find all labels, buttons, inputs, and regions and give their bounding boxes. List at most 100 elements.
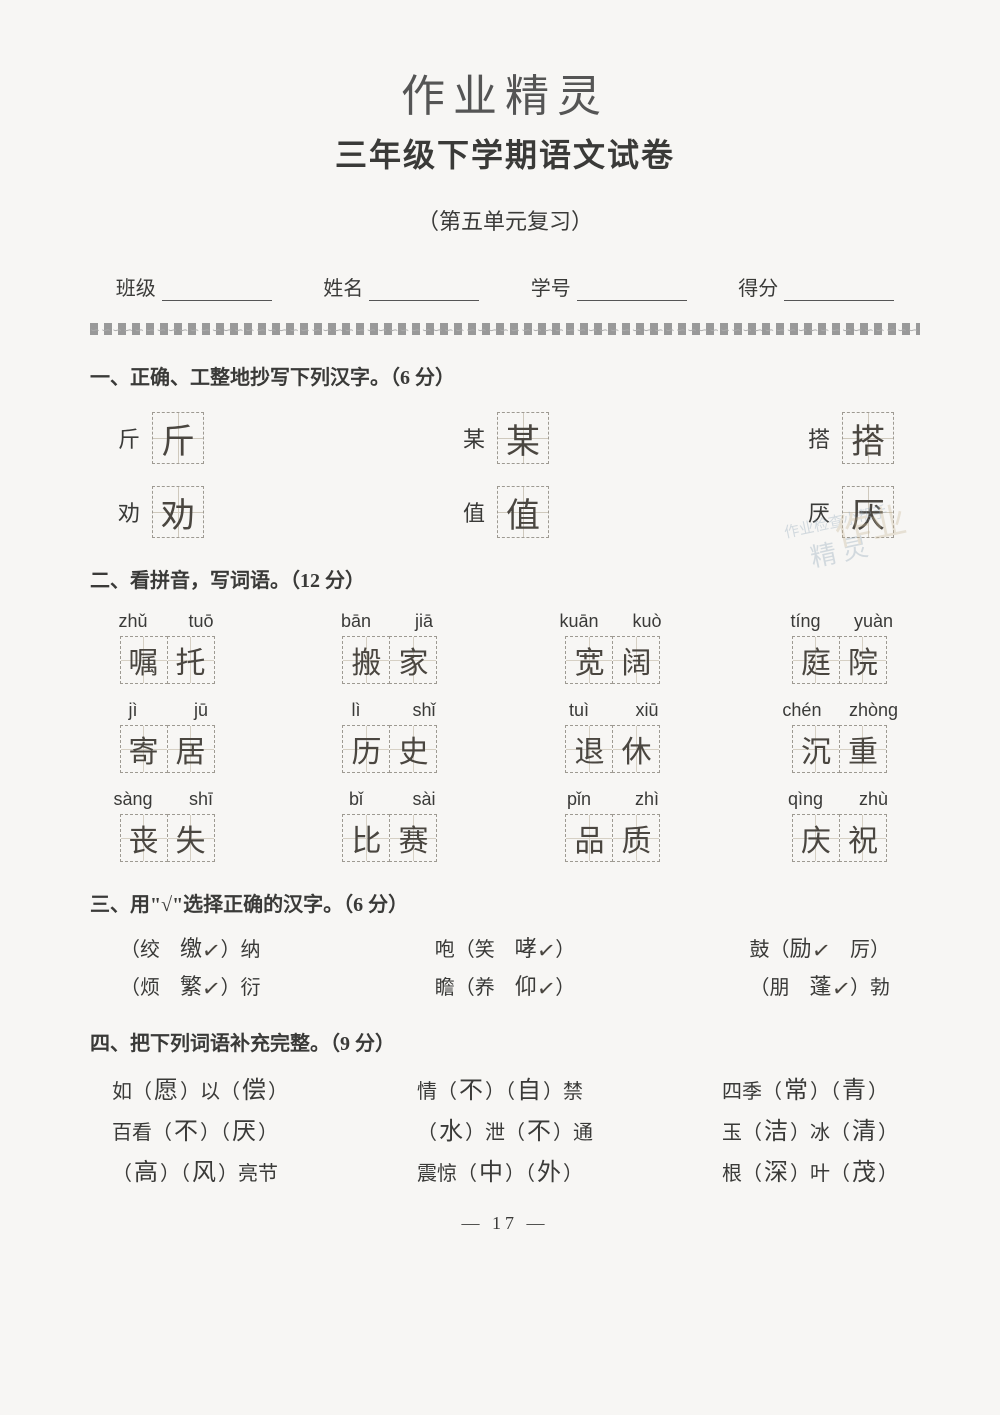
pinyin: pǐn [558, 789, 600, 810]
answer-box: 院 [839, 636, 887, 684]
page-number: — 17 — [90, 1213, 920, 1234]
filled-answer: 水 [437, 1119, 465, 1145]
filled-answer: 常 [782, 1078, 810, 1104]
filled-answer: 风 [190, 1160, 218, 1186]
pinyin: lì [335, 700, 377, 721]
q2-column: bānjiā搬家lìshǐ历史bǐsài比赛 [335, 611, 445, 862]
idiom-text: ）（ [200, 1122, 230, 1144]
q1-column: 某某值值 [461, 412, 549, 538]
handwritten-correct: 哮 [515, 936, 537, 961]
pinyin-row: lì shǐ [335, 700, 445, 721]
idiom-text: ） [878, 1163, 898, 1185]
answer-box: 退 [565, 725, 613, 773]
printed-char: 值 [461, 496, 487, 528]
q4-column: 四季（常）（青 ） 玉（洁）冰（清） 根（深）叶（茂） [722, 1070, 898, 1187]
pinyin: jiā [403, 611, 445, 632]
answer-box: 赛 [389, 814, 437, 862]
filled-answer: 茂 [850, 1160, 878, 1186]
idiom-text: ） [563, 1163, 583, 1185]
filled-answer: 高 [132, 1160, 160, 1186]
pinyin: kuān [558, 611, 600, 632]
handwritten-correct: 缴 [180, 936, 202, 961]
info-id: 学号 [531, 272, 687, 301]
char-pair: 某某 [461, 412, 549, 464]
pinyin-row: tíngyuàn [784, 611, 894, 632]
pinyin-row: pǐnzhì [558, 789, 668, 810]
pinyin: sài [403, 789, 445, 810]
idiom-text: ）叶（ [790, 1163, 850, 1185]
write-box: 斤 [152, 412, 204, 464]
q3-item: （烦 繁✓）衍 [120, 969, 260, 1001]
word-block: bānjiā 搬家 [335, 611, 445, 684]
answer-box: 阔 [612, 636, 660, 684]
char-pair: 斤斤 [116, 412, 204, 464]
pinyin-row: bānjiā [335, 611, 445, 632]
pinyin: qìng [784, 789, 826, 810]
info-row: 班级 姓名 学号 得分 [90, 272, 920, 301]
idiom-text: ） [258, 1122, 278, 1144]
q4-line: 根（深）叶（茂） [722, 1152, 898, 1187]
boxes-row: 搬家 [342, 636, 437, 684]
word-block: tíngyuàn 庭院 [781, 611, 898, 684]
answer-box: 庭 [792, 636, 840, 684]
answer-box: 宽 [565, 636, 613, 684]
pinyin: yuàn [852, 611, 894, 632]
word-block: lìshǐ历史 [335, 700, 445, 773]
idiom-text: 如（ [112, 1081, 152, 1103]
answer-box: 比 [342, 814, 390, 862]
boxes-row: 宽阔 [565, 636, 660, 684]
q4-column: 情（不）（自）禁（水）泄（不）通震惊（中）（外） [417, 1070, 593, 1187]
check-mark-icon: ✓ [535, 937, 557, 965]
word-block: qìngzhù庆祝 [781, 789, 898, 862]
q3-item: （朋 蓬✓）勃 [750, 969, 890, 1001]
info-score: 得分 [738, 272, 894, 301]
check-mark-icon: ✓ [200, 975, 222, 1003]
word-block: zhǔtuō嘱托 [112, 611, 222, 684]
write-box: 劝 [152, 486, 204, 538]
idiom-text: 四季（ [722, 1081, 782, 1103]
brush-title: 作业精灵 [90, 60, 920, 124]
char-pair: 值值 [461, 486, 549, 538]
pinyin: jì [112, 700, 154, 721]
info-label: 姓名 [323, 272, 363, 301]
idiom-text: ）（ [810, 1081, 840, 1103]
q3-column: 咆（笑 哮✓）瞻（养 仰✓） [435, 931, 575, 1001]
word-block: bǐsài比赛 [335, 789, 445, 862]
section4-title: 四、把下列词语补充完整。（9 分） [90, 1027, 920, 1056]
blank-line [577, 279, 687, 301]
idiom-text: ）禁 [543, 1081, 583, 1103]
check-mark-icon: ✓ [830, 975, 852, 1003]
pinyin: shǐ [403, 700, 445, 721]
idiom-text: （ [417, 1122, 437, 1144]
printed-char: 劝 [116, 496, 142, 528]
filled-answer: 愿 [152, 1078, 180, 1104]
idiom-text: 情（ [417, 1081, 457, 1103]
word-block: sàngshī丧失 [112, 789, 222, 862]
word-block: tuìxiū退休 [558, 700, 668, 773]
pinyin: zhù [852, 789, 894, 810]
filled-answer: 青 [840, 1078, 868, 1104]
q3-column: （绞 缴✓）纳（烦 繁✓）衍 [120, 931, 260, 1001]
answer-box: 史 [389, 725, 437, 773]
q4-line: 如（愿）以（偿） [112, 1070, 288, 1105]
boxes-row: 庭院 [792, 636, 887, 684]
idiom-text: ）通 [553, 1122, 593, 1144]
info-name: 姓名 [323, 272, 479, 301]
idiom-text: 根（ [722, 1163, 762, 1185]
char-pair: 厌厌 [806, 486, 894, 538]
boxes-row: 寄居 [120, 725, 215, 773]
answer-box: 品 [565, 814, 613, 862]
printed-char: 斤 [116, 422, 142, 454]
q4-line: 玉（洁）冰（清） [722, 1111, 898, 1146]
idiom-text: ）冰（ [790, 1122, 850, 1144]
section3-grid: （绞 缴✓）纳（烦 繁✓）衍咆（笑 哮✓）瞻（养 仰✓）鼓（励✓ 厉）（朋 蓬✓… [90, 931, 920, 1001]
boxes-row: 丧失 [120, 814, 215, 862]
q4-line: （水）泄（不）通 [417, 1111, 593, 1146]
filled-answer: 深 [762, 1160, 790, 1186]
pinyin: tuō [180, 611, 222, 632]
q4-line: 百看（不）（厌） [112, 1111, 288, 1146]
write-box: 某 [497, 412, 549, 464]
boxes-row: 嘱托 [120, 636, 215, 684]
q2-column: kuānkuò宽阔tuìxiū退休pǐnzhì品质 [558, 611, 668, 862]
filled-answer: 自 [515, 1078, 543, 1104]
